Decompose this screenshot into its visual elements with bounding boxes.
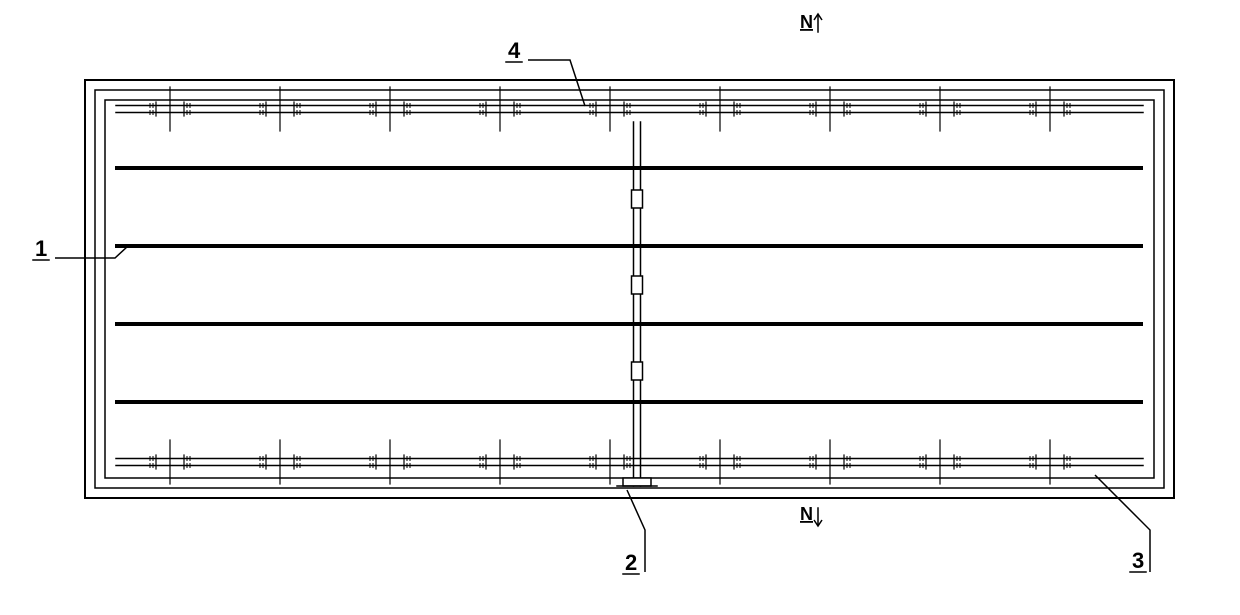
callout-2: 2 (625, 550, 637, 575)
vert-joint-0 (632, 190, 643, 208)
frame-inner (105, 100, 1154, 478)
callout-3: 3 (1132, 548, 1144, 573)
frame-outer (85, 80, 1174, 498)
vert-foot (623, 478, 651, 486)
frame-mid (95, 90, 1164, 488)
leader-4 (528, 60, 585, 106)
section-bottom-label: N (800, 504, 813, 524)
diagram-svg: N N 1 2 3 4 (0, 0, 1240, 615)
vert-joint-2 (632, 362, 643, 380)
callout-4: 4 (508, 38, 521, 63)
callout-1: 1 (35, 236, 47, 261)
vert-joint-1 (632, 276, 643, 294)
section-top-label: N (800, 12, 813, 32)
diagram-canvas: N N 1 2 3 4 (0, 0, 1240, 615)
